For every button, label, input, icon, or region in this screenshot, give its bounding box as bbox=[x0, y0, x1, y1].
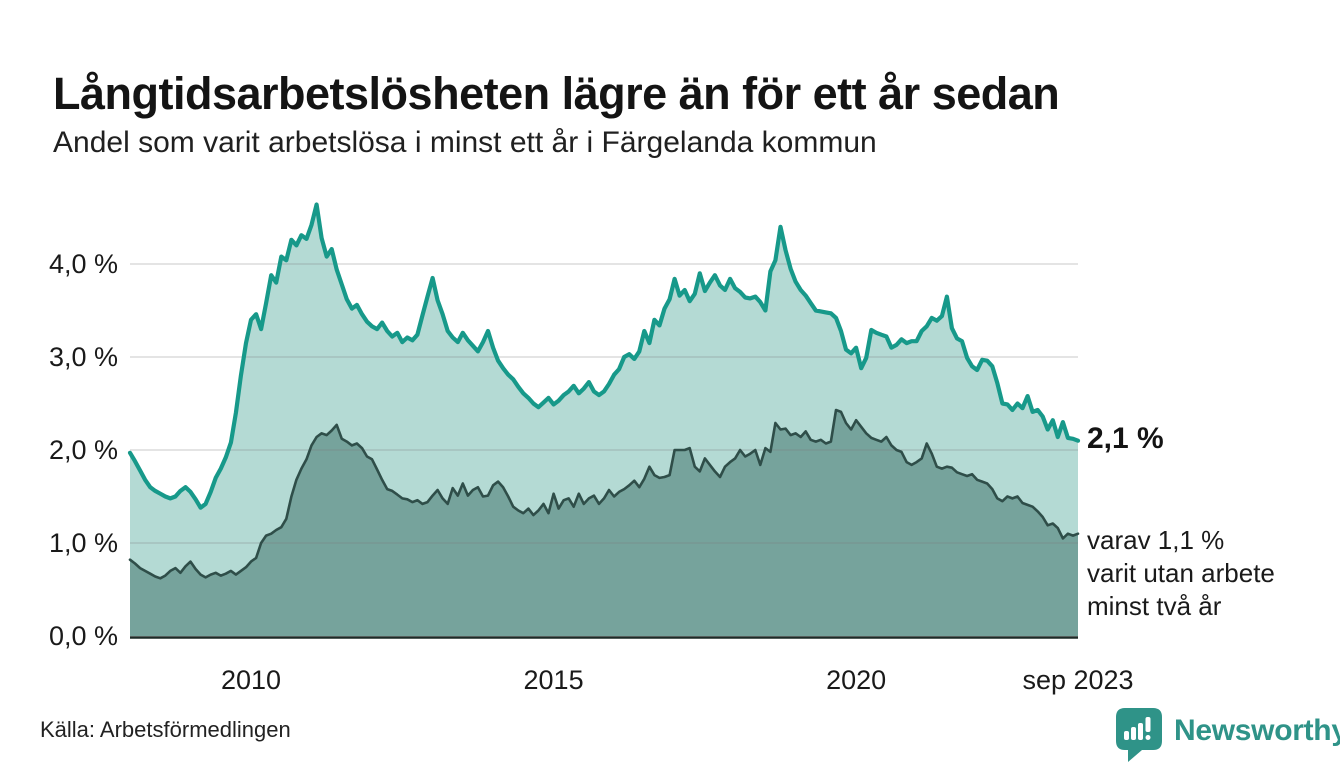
series-note-label: varav 1,1 % varit utan arbete minst två … bbox=[1087, 525, 1275, 621]
page-title: Långtidsarbetslösheten lägre än för ett … bbox=[53, 68, 1060, 120]
area-two-years-fill bbox=[130, 410, 1078, 636]
y-axis-tick-label: 3,0 % bbox=[48, 342, 118, 372]
x-axis-tick-label: sep 2023 bbox=[1022, 665, 1134, 695]
newsworthy-logo-text: Newsworthy bbox=[1174, 714, 1340, 747]
page-subtitle: Andel som varit arbetslösa i minst ett å… bbox=[53, 126, 877, 159]
line-two-years bbox=[128, 408, 1080, 580]
series-end-value-label: 2,1 % bbox=[1087, 422, 1164, 455]
y-axis-tick-label: 1,0 % bbox=[48, 528, 118, 558]
x-axis-tick-label: 2015 bbox=[523, 665, 584, 695]
y-axis-tick-label: 0,0 % bbox=[48, 621, 118, 651]
line-total bbox=[127, 202, 1081, 510]
source-credit: Källa: Arbetsförmedlingen bbox=[40, 717, 291, 742]
newsworthy-logo-icon bbox=[1116, 708, 1162, 762]
y-axis-tick-label: 4,0 % bbox=[48, 249, 118, 279]
y-axis-tick-label: 2,0 % bbox=[48, 435, 118, 465]
x-axis-tick-label: 2010 bbox=[220, 665, 282, 695]
x-axis-tick-label: 2020 bbox=[826, 665, 887, 695]
newsworthy-logo: Newsworthy bbox=[1116, 708, 1340, 764]
